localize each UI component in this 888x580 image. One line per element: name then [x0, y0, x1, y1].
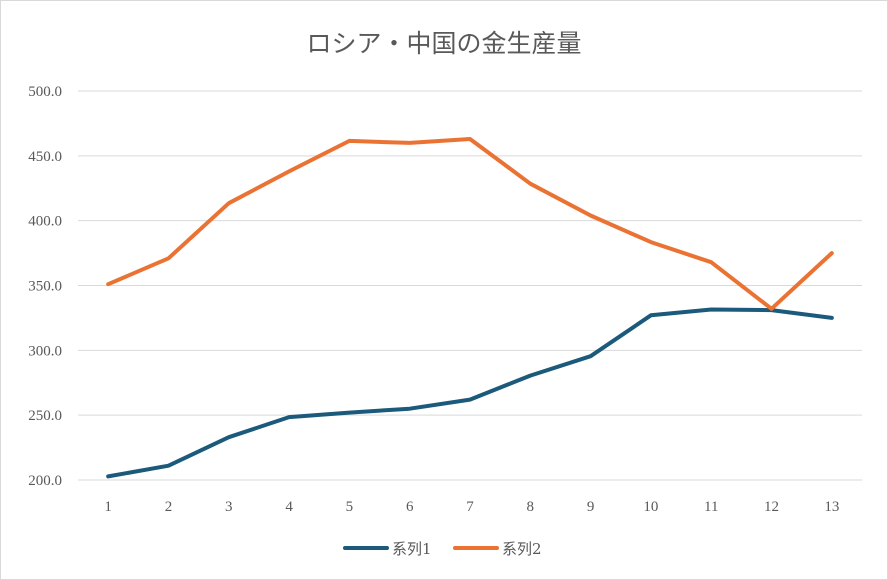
series-line-2 [106, 137, 834, 311]
x-tick-label: 2 [165, 499, 173, 515]
y-tick-label: 250.0 [28, 408, 62, 424]
chart-title: ロシア・中国の金生産量 [306, 29, 581, 58]
x-tick-label: 8 [527, 499, 535, 515]
x-tick-label: 13 [824, 499, 839, 515]
x-tick-label: 1 [104, 499, 112, 515]
x-tick-label: 9 [587, 499, 595, 515]
y-axis-ticks: 200.0 250.0 300.0 350.0 400.0 450.0 500.0 [28, 84, 62, 489]
series-line-1 [106, 307, 834, 479]
series-lines [106, 137, 834, 479]
x-axis-ticks: 1 2 3 4 5 6 7 8 9 10 11 12 13 [104, 499, 839, 515]
x-tick-label: 3 [225, 499, 233, 515]
legend-label-2: 系列2 [502, 540, 542, 558]
y-tick-label: 200.0 [28, 473, 62, 489]
x-tick-label: 11 [704, 499, 718, 515]
y-tick-label: 450.0 [28, 149, 62, 165]
x-tick-label: 5 [346, 499, 354, 515]
y-tick-label: 300.0 [28, 343, 62, 359]
legend: 系列1 系列2 [343, 540, 542, 558]
y-tick-label: 350.0 [28, 279, 62, 295]
x-tick-label: 10 [643, 499, 658, 515]
x-tick-label: 4 [285, 499, 293, 515]
x-tick-label: 6 [406, 499, 414, 515]
x-tick-label: 12 [764, 499, 779, 515]
legend-label-1: 系列1 [392, 540, 432, 558]
y-tick-label: 400.0 [28, 214, 62, 230]
x-tick-label: 7 [466, 499, 474, 515]
y-tick-label: 500.0 [28, 84, 62, 100]
